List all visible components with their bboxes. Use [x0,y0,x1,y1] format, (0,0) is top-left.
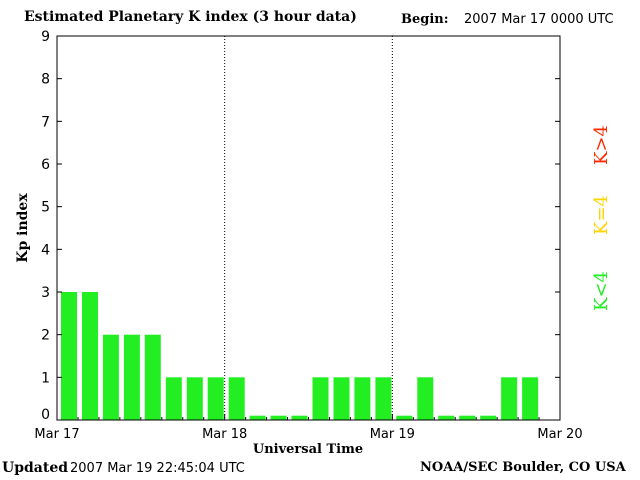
bar [61,292,77,420]
y-tick-label: 9 [41,29,50,45]
updated-value: 2007 Mar 19 22:45:04 UTC [70,461,245,476]
y-tick-label: 8 [41,72,50,88]
y-tick-label: 7 [41,114,50,130]
y-axis: 0 1 2 3 4 5 6 7 8 9 [41,29,560,423]
bar [186,377,203,420]
y-axis-label: Kp index [15,193,31,263]
legend-label: K=4 [591,195,612,235]
gridlines-group [224,36,393,420]
bar [522,377,539,420]
bar [165,377,182,420]
bar [144,334,161,420]
y-tick-label: 6 [41,157,50,173]
bar [375,377,392,420]
x-tick-label: Mar 19 [370,427,415,442]
bar [312,377,329,420]
x-tick-label: Mar 20 [537,427,582,442]
y-tick-label: 5 [41,200,50,216]
bar [102,334,119,420]
bar [354,377,371,420]
legend-label: K>4 [591,125,612,165]
bar [480,415,497,420]
bar [501,377,518,420]
x-tick-label: Mar 17 [34,427,79,442]
org-credit: NOAA/SEC Boulder, CO USA [420,460,626,475]
x-axis: Mar 17 Mar 18 Mar 19 Mar 20 [34,414,583,442]
bar [228,377,245,420]
y-tick-label: 0 [41,407,50,423]
bar [249,415,266,420]
x-axis-label: Universal Time [253,442,363,457]
x-tick-label: Mar 18 [202,427,247,442]
bar [333,377,350,420]
bar [396,415,413,420]
begin-value: 2007 Mar 17 0000 UTC [464,12,614,27]
bar [123,334,140,420]
y-tick-label: 1 [41,370,50,386]
bar [82,292,98,420]
bar [459,415,476,420]
bar [207,377,224,420]
bar [438,415,455,420]
legend: K>4 K=4 K<4 [591,125,612,311]
y-tick-label: 4 [41,242,50,258]
legend-label: K<4 [591,271,612,311]
begin-label: Begin: [401,12,449,27]
bar [270,415,287,420]
y-tick-label: 2 [41,328,50,344]
chart-title: Estimated Planetary K index (3 hour data… [24,9,357,25]
y-tick-label: 3 [41,285,50,301]
bar [291,415,308,420]
bar [417,377,434,420]
bars-group [61,292,539,420]
updated-label: Updated [2,460,69,476]
